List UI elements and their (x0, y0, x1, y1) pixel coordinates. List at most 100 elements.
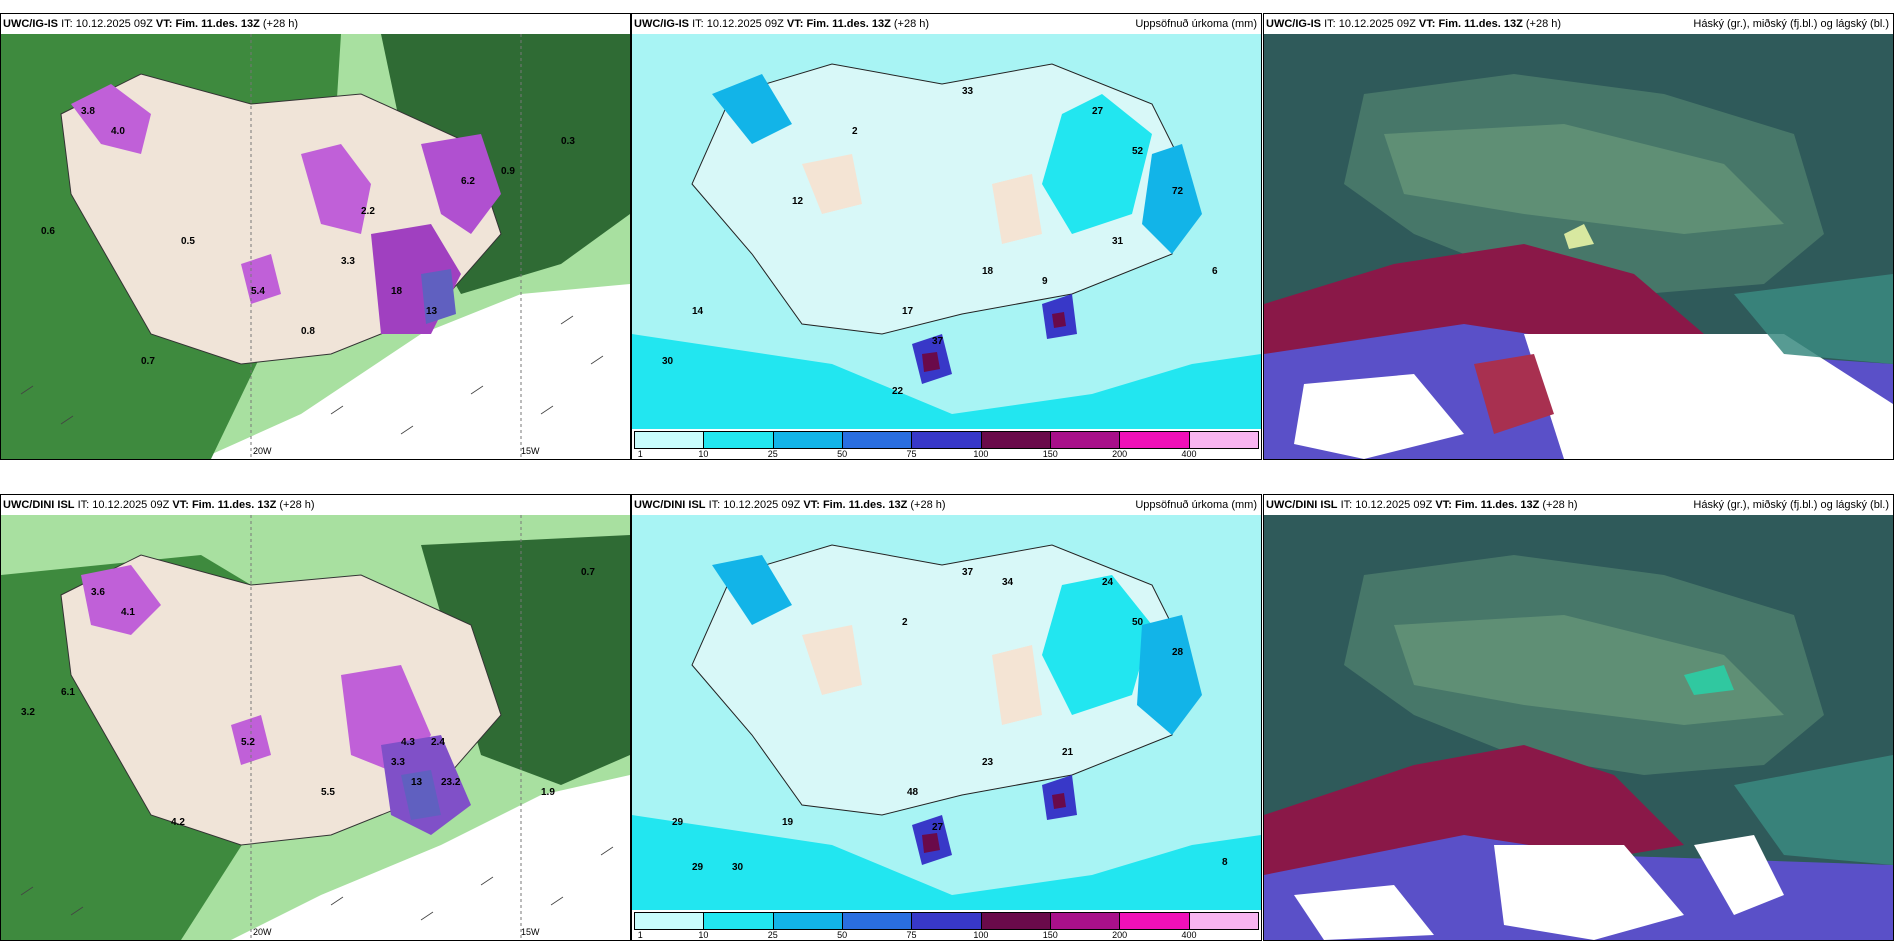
precip-colorbar: 1 10 25 50 75 100 150 200 400 (634, 431, 1259, 459)
colorbar-swatch (1050, 913, 1121, 929)
precip-value: 2 (902, 617, 908, 628)
rain-value: 23.2 (441, 777, 461, 788)
rain-value: 0.6 (41, 226, 55, 237)
precip-value: 18 (982, 266, 994, 277)
precip-value: 14 (692, 306, 704, 317)
precip-value: 29 (692, 862, 704, 873)
rain-value: 3.6 (91, 587, 105, 598)
colorbar-tick: 10 (698, 930, 709, 940)
rain-value: 4.0 (111, 126, 125, 137)
precip-value: 23 (982, 757, 994, 768)
precip-value: 28 (1172, 647, 1184, 658)
panel-variable-label: Háský (gr.), miðský (fj.bl.) og lágský (… (1693, 499, 1889, 511)
precip-value: 12 (792, 196, 804, 207)
colorbar-swatch (912, 913, 982, 929)
wind-precip-map[interactable]: 20W 15W 3.8 4.0 0.6 0.5 3.3 18 13 5.4 0.… (1, 34, 630, 459)
precip-value: 24 (1102, 577, 1114, 588)
colorbar-swatch (981, 432, 1051, 448)
rain-value: 18 (391, 286, 403, 297)
colorbar-tick: 25 (767, 930, 778, 940)
panel-title: UWC/DINI ISL IT: 10.12.2025 09Z VT: Fim.… (1266, 499, 1578, 511)
panel-title: UWC/IG-IS IT: 10.12.2025 09Z VT: Fim. 11… (634, 18, 930, 30)
panel-title: UWC/IG-IS IT: 10.12.2025 09Z VT: Fim. 11… (3, 18, 299, 30)
rain-value: 5.5 (321, 787, 335, 798)
rain-value: 3.3 (391, 757, 405, 768)
rain-value: 4.2 (171, 817, 185, 828)
rain-value: 6.1 (61, 687, 75, 698)
panel-accum-precip-top: UWC/IG-IS IT: 10.12.2025 09Z VT: Fim. 11… (631, 13, 1262, 460)
colorbar-swatch (635, 432, 705, 448)
rain-value: 6.2 (461, 176, 475, 187)
colorbar-tick: 1 (637, 449, 643, 459)
colorbar-swatch (704, 913, 774, 929)
precip-value: 22 (892, 386, 904, 397)
colorbar-swatch (635, 913, 705, 929)
precip-value: 2 (852, 126, 858, 137)
colorbar-tick: 150 (1042, 449, 1058, 459)
rain-value: 3.2 (21, 707, 35, 718)
precip-value: 37 (932, 336, 944, 347)
rain-value: 3.8 (81, 106, 95, 117)
rain-value: 0.8 (301, 326, 315, 337)
panel-clouds-bottom: UWC/DINI ISL IT: 10.12.2025 09Z VT: Fim.… (1263, 494, 1894, 941)
rain-value: 5.2 (241, 737, 255, 748)
colorbar-swatch (704, 432, 774, 448)
colorbar-swatch (1120, 913, 1190, 929)
precip-value: 52 (1132, 146, 1144, 157)
cloud-cover-map[interactable] (1264, 34, 1893, 459)
panel-variable-label: Háský (gr.), miðský (fj.bl.) og lágský (… (1693, 18, 1889, 30)
precip-value: 72 (1172, 186, 1184, 197)
colorbar-swatch (773, 913, 843, 929)
colorbar-swatch (773, 432, 843, 448)
rain-value: 0.3 (561, 136, 575, 147)
precip-value: 17 (902, 306, 914, 317)
panel-accum-precip-bottom: UWC/DINI ISL IT: 10.12.2025 09Z VT: Fim.… (631, 494, 1262, 941)
rain-value: 2.2 (361, 206, 375, 217)
rain-value: 13 (411, 777, 423, 788)
colorbar-tick: 100 (973, 930, 989, 940)
rain-value: 0.7 (581, 567, 595, 578)
colorbar-tick: 100 (973, 449, 989, 459)
rain-value: 5.4 (251, 286, 265, 297)
rain-value: 13 (426, 306, 438, 317)
precip-value: 29 (672, 817, 684, 828)
cloud-cover-map[interactable] (1264, 515, 1893, 940)
wind-precip-map[interactable]: 20W 15W 3.6 4.1 5.2 3.2 6.1 4.3 2.4 13 3… (1, 515, 630, 940)
colorbar-swatch (1189, 913, 1258, 929)
panel-wind-precip-bottom: UWC/DINI ISL IT: 10.12.2025 09Z VT: Fim.… (0, 494, 631, 941)
colorbar-swatch (842, 913, 913, 929)
precip-value: 30 (662, 356, 674, 367)
precip-value: 31 (1112, 236, 1124, 247)
precip-value: 19 (782, 817, 794, 828)
rain-value: 0.5 (181, 236, 195, 247)
rain-value: 0.7 (141, 356, 155, 367)
rain-value: 4.3 (401, 737, 415, 748)
colorbar-tick: 400 (1181, 930, 1197, 940)
axis-label-15w: 15W (521, 927, 540, 937)
colorbar-tick: 75 (906, 930, 917, 940)
colorbar-swatch (1050, 432, 1121, 448)
colorbar-swatch (981, 913, 1051, 929)
axis-label-20w: 20W (253, 446, 272, 456)
axis-label-20w: 20W (253, 927, 272, 937)
precip-value: 27 (1092, 106, 1104, 117)
axis-label-15w: 15W (521, 446, 540, 456)
accum-precip-map[interactable]: 29 29 19 48 27 37 34 24 50 28 23 21 2 8 … (632, 515, 1261, 910)
colorbar-tick: 25 (767, 449, 778, 459)
colorbar-swatch (912, 432, 982, 448)
precip-value: 21 (1062, 747, 1074, 758)
colorbar-swatch (842, 432, 913, 448)
panel-wind-precip-top: UWC/IG-IS IT: 10.12.2025 09Z VT: Fim. 11… (0, 13, 631, 460)
accum-precip-map[interactable]: 14 30 17 37 2 33 27 52 72 31 9 18 12 6 2… (632, 34, 1261, 429)
precip-value: 30 (732, 862, 744, 873)
colorbar-tick: 400 (1181, 449, 1197, 459)
panel-title: UWC/IG-IS IT: 10.12.2025 09Z VT: Fim. 11… (1266, 18, 1562, 30)
colorbar-tick: 50 (837, 449, 848, 459)
colorbar-tick: 200 (1112, 449, 1128, 459)
panel-variable-label: Uppsöfnuð úrkoma (mm) (1135, 499, 1257, 511)
precip-value: 8 (1222, 857, 1228, 868)
colorbar-tick: 75 (906, 449, 917, 459)
precip-value: 9 (1042, 276, 1048, 287)
precip-value: 33 (962, 86, 974, 97)
rain-value: 1.9 (541, 787, 555, 798)
